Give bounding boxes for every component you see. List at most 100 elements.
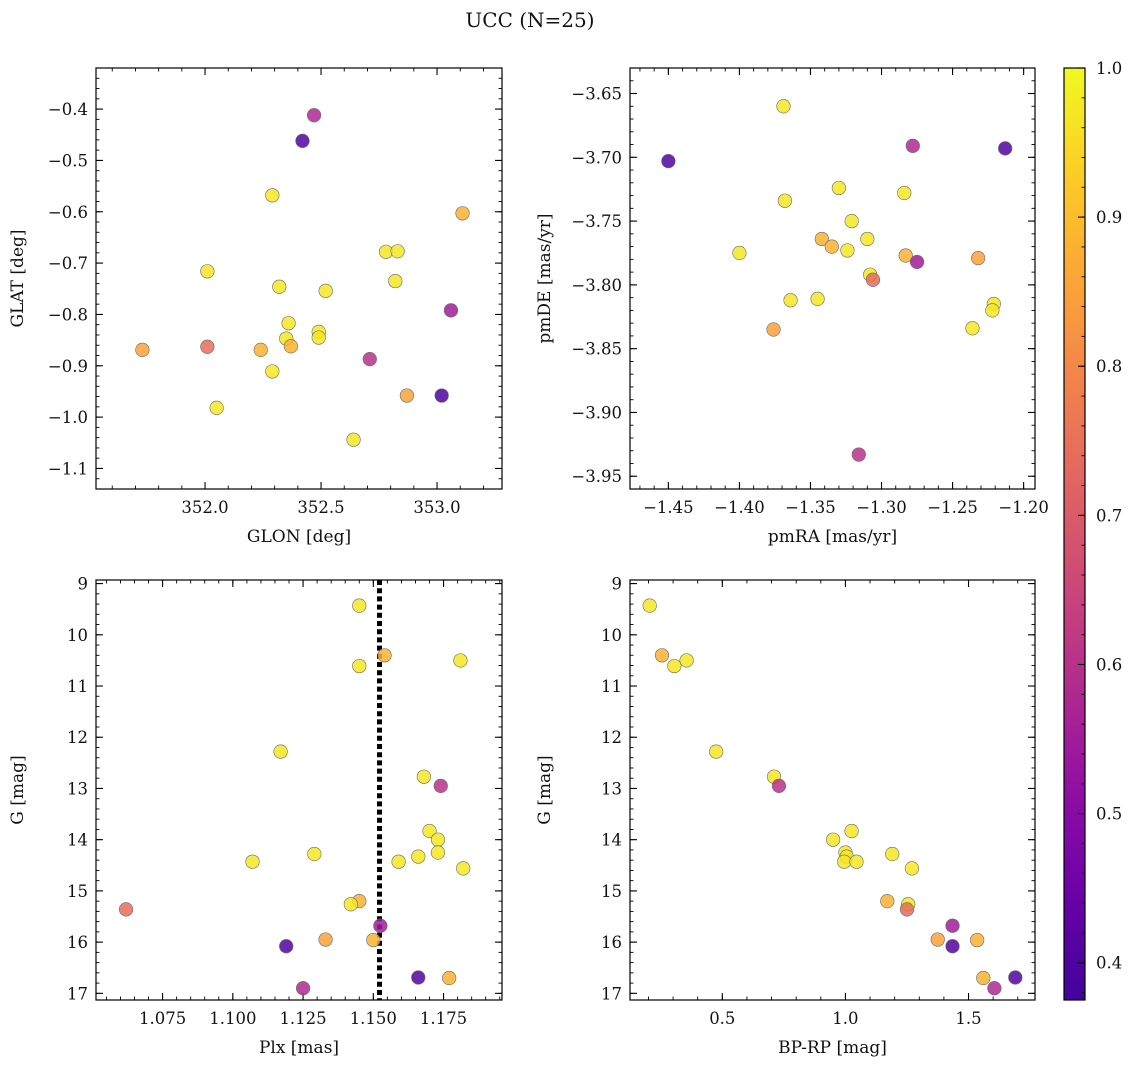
y-tick-label: −0.7 <box>48 254 88 273</box>
scatter-point <box>844 823 859 839</box>
scatter-point <box>814 231 829 247</box>
scatter-point <box>283 339 298 354</box>
scatter-point <box>352 598 367 613</box>
x-tick-label: 352.5 <box>297 498 344 517</box>
scatter-point <box>965 321 980 336</box>
scatter-point <box>388 273 403 289</box>
scatter-point <box>200 339 215 354</box>
scatter-point <box>826 832 841 847</box>
scatter-point <box>679 653 694 668</box>
x-tick-label: 1.100 <box>209 1009 256 1028</box>
x-tick-label: −1.30 <box>856 498 907 517</box>
scatter-point <box>399 388 414 403</box>
x-tick-label: −1.40 <box>714 498 765 517</box>
colorbar-tick-label: 0.4 <box>1096 954 1122 973</box>
scatter-point <box>824 239 839 254</box>
x-tick-label: 1.125 <box>279 1009 326 1028</box>
scatter-point <box>416 769 431 784</box>
scatter-point <box>377 648 392 663</box>
x-tick-label: −1.20 <box>998 498 1049 517</box>
y-tick-label: 13 <box>67 779 88 798</box>
scatter-point <box>343 897 358 912</box>
colorbar-tick-label: 0.8 <box>1096 357 1122 376</box>
scatter-point <box>905 138 920 153</box>
scatter-point <box>307 846 322 862</box>
scatter-point <box>443 303 459 318</box>
scatter-point <box>1008 970 1023 985</box>
y-tick-label: −3.85 <box>571 340 622 359</box>
y-tick-label: 9 <box>78 575 89 594</box>
scatter-point <box>411 970 426 985</box>
scatter-point <box>318 932 333 947</box>
scatter-point <box>930 932 945 947</box>
y-axis-label: G [mag] <box>8 755 28 824</box>
scatter-point <box>366 932 381 948</box>
colorbar-tick-label: 0.6 <box>1096 655 1122 674</box>
scatter-point <box>840 243 855 258</box>
y-tick-label: −0.4 <box>48 100 88 119</box>
scatter-point <box>810 291 825 307</box>
scatter-point <box>985 303 1000 318</box>
scatter-point <box>455 206 470 221</box>
x-tick-label: −1.35 <box>785 498 836 517</box>
scatter-point <box>273 744 288 759</box>
x-tick-label: −1.45 <box>643 498 694 517</box>
colorbar-tick-label: 0.7 <box>1096 506 1122 525</box>
scatter-point <box>860 231 875 247</box>
scatter-point <box>970 932 985 948</box>
scatter-point <box>118 902 134 917</box>
y-tick-label: 12 <box>601 728 622 747</box>
scatter-point <box>253 342 268 357</box>
scatter-point <box>776 99 791 114</box>
scatter-point <box>295 133 310 149</box>
x-tick-label: 1.175 <box>420 1009 467 1028</box>
y-tick-label: 16 <box>67 933 88 952</box>
scatter-point <box>430 845 446 860</box>
axes-frame <box>629 67 1036 490</box>
scatter-point <box>433 778 448 794</box>
scatter-point <box>987 981 1002 996</box>
scatter-point <box>442 970 457 986</box>
scatter-point <box>945 939 960 954</box>
y-tick-label: −3.70 <box>571 148 622 167</box>
scatter-point <box>831 180 846 196</box>
scatter-point <box>667 658 682 674</box>
y-tick-label: 14 <box>601 831 622 850</box>
scatter-point <box>422 823 437 839</box>
axes-frame <box>629 579 1036 1001</box>
scatter-point <box>945 918 960 933</box>
x-tick-label: 1.5 <box>955 1009 981 1028</box>
x-axis-label: GLON [deg] <box>247 527 351 547</box>
scatter-point <box>865 272 881 287</box>
scatter-point <box>391 854 406 869</box>
y-tick-label: 17 <box>601 984 622 1003</box>
scatter-point <box>265 188 280 203</box>
scatter-point <box>661 154 676 169</box>
panel-cmd: 0.5 1.0 1.5 9 10 11 12 13 14 15 16 17 BP-RP [mag] G [… <box>535 575 1036 1058</box>
y-tick-label: 10 <box>67 626 88 645</box>
scatter-point <box>281 316 296 331</box>
y-tick-label: −3.75 <box>571 212 622 231</box>
scatter-point <box>880 894 895 909</box>
scatter-point <box>352 658 367 674</box>
y-axis-label: pmDE [mas/yr] <box>535 213 555 343</box>
y-tick-label: −0.6 <box>48 203 88 222</box>
scatter-point <box>453 653 468 668</box>
scatter-point <box>245 854 260 869</box>
panel-pm: −1.45 −1.40 −1.35 −1.30 −1.25 −1.20 −3.95 −3.90… <box>535 67 1049 547</box>
scatter-point <box>849 854 864 869</box>
scatter-point <box>971 250 986 266</box>
scatter-point <box>976 970 991 986</box>
scatter-point <box>851 447 866 462</box>
scatter-point <box>766 322 781 337</box>
scatter-point <box>456 861 471 876</box>
x-tick-label: −1.25 <box>927 498 978 517</box>
y-axis-label: GLAT [deg] <box>8 229 28 327</box>
y-tick-label: 13 <box>601 779 622 798</box>
scatter-point <box>306 108 322 123</box>
scatter-point <box>898 248 913 263</box>
scatter-point <box>373 918 388 933</box>
scatter-point <box>777 193 792 208</box>
y-tick-label: 11 <box>601 677 622 696</box>
